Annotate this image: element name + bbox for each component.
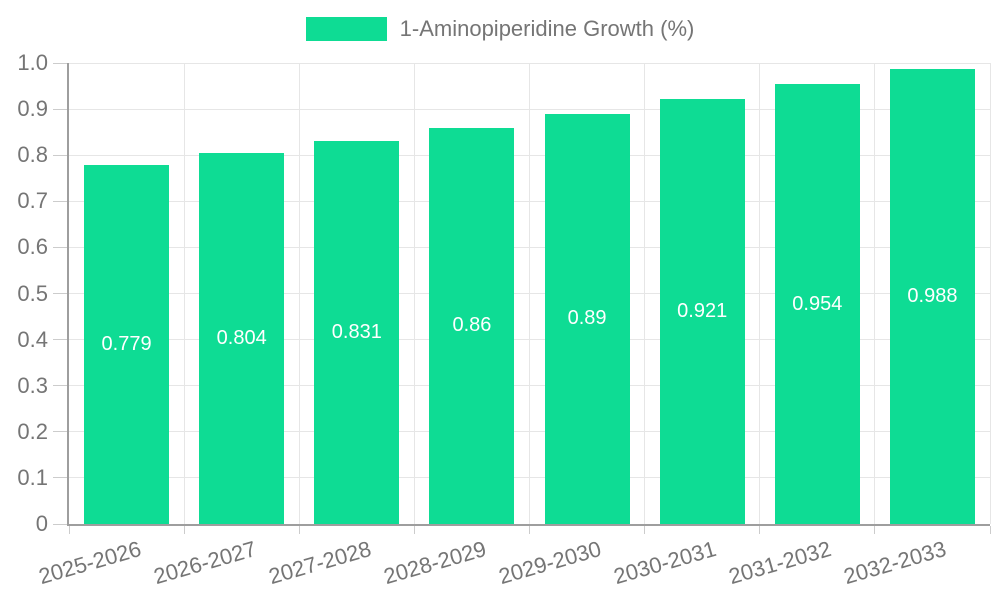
y-axis-tick	[53, 154, 67, 156]
bar-value-label: 0.779	[101, 332, 152, 355]
x-axis-line	[67, 524, 990, 526]
y-axis-tick-label: 0.9	[17, 96, 48, 122]
legend-item[interactable]: 1-Aminopiperidine Growth (%)	[0, 16, 1000, 42]
y-axis-tick-label: 0.1	[17, 464, 48, 490]
x-axis-tick	[874, 526, 876, 534]
y-axis-tick	[53, 385, 67, 387]
bar-value-label: 0.988	[907, 284, 958, 307]
x-axis-tick	[298, 526, 300, 534]
bar: 0.779	[84, 164, 170, 524]
x-gridline	[644, 63, 646, 524]
bar: 0.988	[889, 68, 975, 524]
bar-value-label: 0.954	[792, 292, 843, 315]
y-axis-tick-label: 0.5	[17, 280, 48, 306]
bar: 0.86	[429, 127, 515, 524]
x-axis-tick	[759, 526, 761, 534]
bar: 0.921	[659, 99, 745, 524]
y-axis-tick-label: 0.3	[17, 372, 48, 398]
x-gridline	[989, 63, 991, 524]
x-gridline	[759, 63, 761, 524]
bar-value-label: 0.89	[567, 307, 607, 330]
x-gridline	[413, 63, 415, 524]
x-gridline	[874, 63, 876, 524]
y-axis-tick-label: 0.6	[17, 234, 48, 260]
bar: 0.89	[544, 113, 630, 524]
y-axis-tick-label: 0	[35, 511, 48, 536]
y-axis-tick	[53, 477, 67, 479]
y-axis-tick	[53, 246, 67, 248]
y-axis-tick-label: 0.4	[17, 326, 48, 352]
x-axis-tick	[989, 526, 991, 534]
bar-value-label: 0.831	[331, 320, 382, 343]
y-axis-tick	[53, 200, 67, 202]
y-axis-tick-label: 0.7	[17, 188, 48, 214]
x-axis-tick	[413, 526, 415, 534]
y-axis-tick-label: 1.0	[17, 50, 48, 75]
y-axis-line	[67, 63, 69, 526]
y-axis-tick	[53, 108, 67, 110]
legend-swatch	[305, 17, 387, 41]
x-axis-tick	[68, 526, 70, 534]
bar-value-label: 0.804	[216, 327, 267, 350]
x-axis-tick	[183, 526, 185, 534]
y-axis-tick	[53, 339, 67, 341]
x-gridline	[529, 63, 530, 524]
y-axis-tick	[53, 62, 67, 64]
bar: 0.831	[314, 140, 400, 524]
x-gridline	[183, 63, 185, 524]
y-axis-tick	[53, 431, 67, 433]
bar: 0.804	[199, 153, 285, 524]
bar-value-label: 0.921	[677, 300, 728, 323]
bar-value-label: 0.86	[452, 314, 492, 337]
y-axis-tick	[53, 523, 67, 525]
y-axis-tick	[53, 293, 67, 294]
y-axis-tick-label: 0.8	[17, 142, 48, 168]
x-gridline	[298, 63, 300, 524]
x-axis-tick	[529, 526, 530, 534]
x-axis-tick	[644, 526, 646, 534]
y-axis-tick-label: 0.2	[17, 418, 48, 444]
bar: 0.954	[774, 84, 860, 524]
legend-label: 1-Aminopiperidine Growth (%)	[399, 16, 695, 41]
